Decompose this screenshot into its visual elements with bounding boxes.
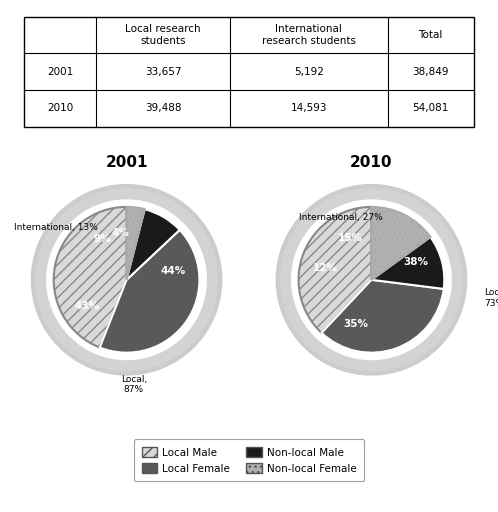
Text: 38%: 38% xyxy=(403,258,428,267)
Text: International, 13%: International, 13% xyxy=(13,223,98,232)
Text: 5,192: 5,192 xyxy=(294,67,324,77)
Wedge shape xyxy=(126,209,180,280)
Wedge shape xyxy=(372,207,430,280)
Legend: Local Male, Local Female, Non-local Male, Non-local Female: Local Male, Local Female, Non-local Male… xyxy=(134,439,364,481)
Text: 12%: 12% xyxy=(313,263,338,273)
Text: 14,593: 14,593 xyxy=(290,103,327,113)
Wedge shape xyxy=(100,230,199,353)
Text: International
research students: International research students xyxy=(262,24,356,46)
Text: 35%: 35% xyxy=(343,319,368,329)
Text: 38,849: 38,849 xyxy=(412,67,449,77)
Wedge shape xyxy=(322,280,444,353)
Text: Local research
students: Local research students xyxy=(125,24,201,46)
Text: 15%: 15% xyxy=(338,232,363,243)
Text: 39,488: 39,488 xyxy=(145,103,181,113)
Text: 43%: 43% xyxy=(75,302,100,311)
Text: 4%: 4% xyxy=(112,228,129,238)
Wedge shape xyxy=(299,207,372,333)
Title: 2010: 2010 xyxy=(350,155,393,169)
Text: 33,657: 33,657 xyxy=(145,67,181,77)
Text: International, 27%: International, 27% xyxy=(299,214,382,222)
Circle shape xyxy=(285,194,458,366)
Text: 2001: 2001 xyxy=(47,67,73,77)
Text: Local,
73%: Local, 73% xyxy=(485,288,498,308)
Text: 9%: 9% xyxy=(94,234,111,244)
Wedge shape xyxy=(372,237,444,289)
Circle shape xyxy=(40,194,213,366)
Circle shape xyxy=(40,194,213,366)
Title: 2001: 2001 xyxy=(105,155,148,169)
Circle shape xyxy=(285,194,458,366)
Text: 2010: 2010 xyxy=(47,103,73,113)
Text: Local,
87%: Local, 87% xyxy=(121,374,147,394)
Wedge shape xyxy=(54,207,126,348)
Wedge shape xyxy=(126,207,145,280)
Text: Total: Total xyxy=(418,30,443,40)
Text: 54,081: 54,081 xyxy=(412,103,449,113)
Text: 44%: 44% xyxy=(160,266,186,276)
